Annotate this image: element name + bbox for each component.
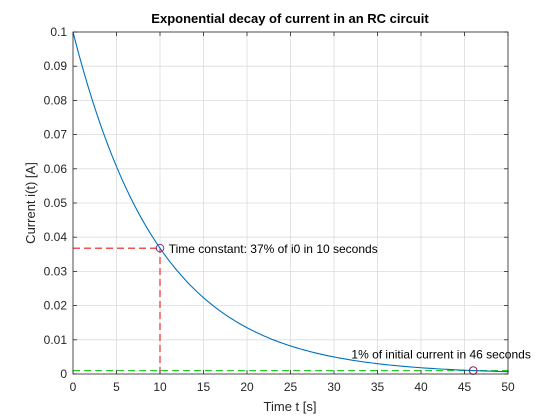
y-tick-label: 0.07 (44, 128, 68, 142)
x-tick-label: 25 (284, 380, 298, 394)
chart-title: Exponential decay of current in an RC ci… (151, 11, 429, 26)
y-tick-label: 0.08 (44, 93, 68, 107)
y-axis-label: Current i(t) [A] (23, 162, 38, 244)
y-tick-label: 0.01 (44, 333, 68, 347)
y-tick-label: 0.03 (44, 264, 68, 278)
x-tick-label: 30 (327, 380, 341, 394)
x-tick-label: 0 (70, 380, 77, 394)
x-tick-label: 35 (371, 380, 385, 394)
x-tick-label: 5 (113, 380, 120, 394)
x-tick-label: 45 (458, 380, 472, 394)
y-tick-label: 0 (60, 367, 67, 381)
y-tick-label: 0.1 (50, 25, 67, 39)
y-tick-label: 0.06 (44, 162, 68, 176)
x-tick-label: 20 (240, 380, 254, 394)
x-axis-label: Time t [s] (264, 399, 317, 414)
annotation-label: 1% of initial current in 46 seconds (351, 347, 530, 361)
x-tick-label: 50 (501, 380, 515, 394)
y-tick-label: 0.04 (44, 230, 68, 244)
y-tick-label: 0.09 (44, 59, 68, 73)
x-tick-label: 15 (197, 380, 211, 394)
x-tick-label: 40 (414, 380, 428, 394)
y-tick-label: 0.02 (44, 299, 68, 313)
x-tick-label: 10 (153, 380, 167, 394)
y-tick-label: 0.05 (44, 196, 68, 210)
annotation-label: Time constant: 37% of i0 in 10 seconds (169, 242, 378, 256)
